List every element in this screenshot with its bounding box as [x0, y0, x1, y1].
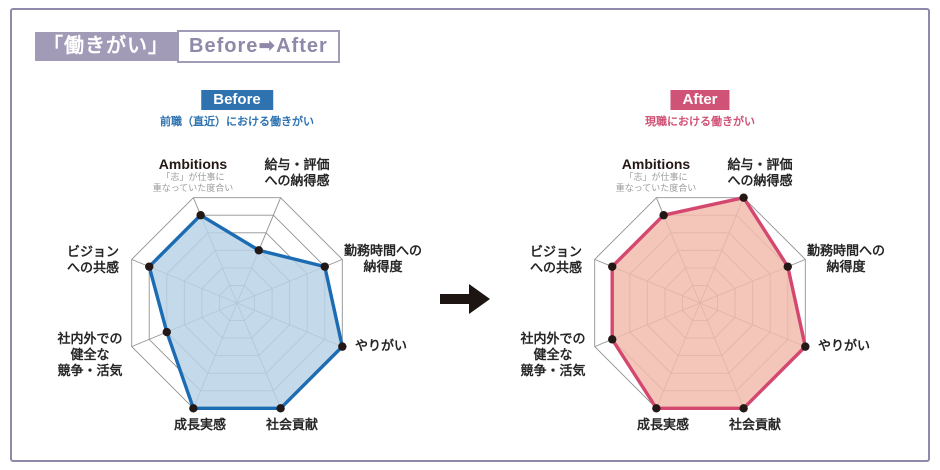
radar-data-point [652, 404, 661, 413]
after-radar-chart [594, 193, 810, 413]
before-after-arrow-icon [440, 284, 490, 314]
radar-data-point [801, 342, 810, 351]
axis-label: Ambitions 「志」が仕事に 重なっていた度合い [615, 156, 697, 194]
axis-label: 社内外での 健全な 競争・活気 [520, 331, 586, 378]
axis-label: ビジョン への共感 [529, 244, 583, 275]
radar-data-point [276, 404, 285, 413]
title-before-after: Before➡After [177, 30, 340, 63]
radar-data-fill [149, 215, 343, 409]
radar-data-point [338, 342, 347, 351]
page-title: 「働きがい」 Before➡After [35, 30, 340, 63]
before-caption: 前職（直近）における働きがい [160, 116, 314, 128]
axis-label: Ambitions 「志」が仕事に 重なっていた度合い [152, 156, 234, 194]
axis-label: 社内外での 健全な 競争・活気 [57, 331, 123, 378]
radar-data-point [739, 404, 748, 413]
axis-label: 給与・評価 への納得感 [727, 157, 793, 188]
radar-data-fill [612, 197, 806, 409]
axis-label: 勤務時間への 納得度 [343, 243, 423, 274]
radar-data-point [189, 404, 198, 413]
radar-data-point [254, 246, 264, 255]
before-radar-chart [131, 197, 347, 413]
radar-data-point [608, 262, 617, 271]
axis-label: ビジョン への共感 [66, 244, 120, 275]
axis-label: 勤務時間への 納得度 [806, 243, 886, 274]
radar-data-point [659, 211, 668, 220]
infographic-canvas [10, 8, 930, 462]
after-caption: 現職における働きがい [645, 116, 755, 128]
after-panel: After 現職における働きがい Ambitions 「志」が仕事に 重なっていた度… [520, 88, 890, 456]
radar-data-point [783, 262, 792, 271]
axis-label: 給与・評価 への納得感 [264, 157, 330, 188]
title-jp-badge: 「働きがい」 [35, 32, 177, 61]
axis-label: 成長実感 [636, 417, 690, 432]
before-badge: Before [201, 90, 273, 110]
axis-label: やりがい [354, 338, 408, 353]
radar-data-point [162, 327, 171, 337]
axis-label: 社会貢献 [265, 417, 319, 432]
radar-data-point [145, 262, 154, 271]
radar-data-point [320, 262, 329, 271]
axis-label: 社会貢献 [728, 417, 782, 432]
axis-label: やりがい [817, 338, 871, 353]
radar-data-point [739, 193, 748, 202]
radar-data-point [196, 211, 205, 220]
before-panel: Before 前職（直近）における働きがい Ambitions 「志」が仕事に 重な… [57, 88, 427, 456]
axis-label: 成長実感 [173, 417, 227, 432]
after-badge: After [670, 90, 730, 110]
radar-data-point [608, 335, 617, 344]
